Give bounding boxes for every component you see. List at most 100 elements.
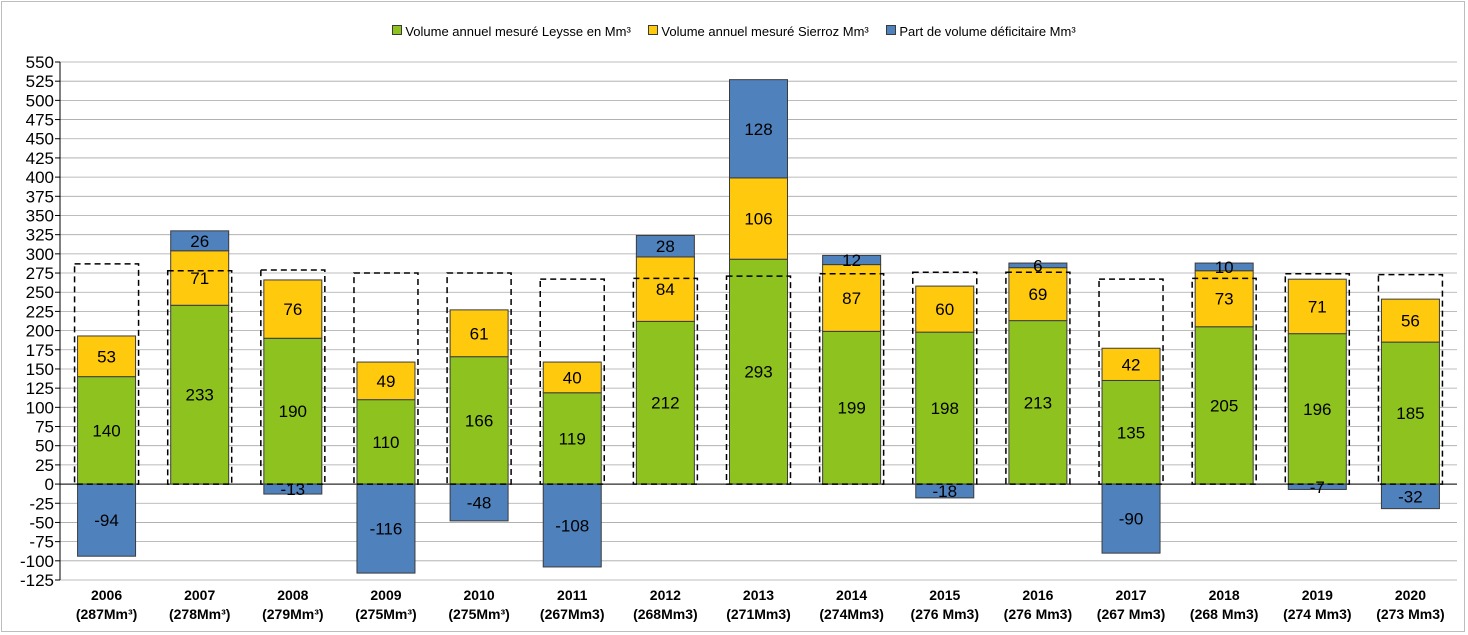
data-label-sierroz: 49 xyxy=(377,372,396,391)
data-label-deficit: -32 xyxy=(1398,487,1423,506)
reference-total-box xyxy=(73,263,140,485)
y-tick-label: 475 xyxy=(26,111,54,130)
reference-total-box xyxy=(1098,278,1164,485)
bar-sierroz xyxy=(635,256,695,322)
legend-item-sierroz: Volume annuel mesuré Sierroz Mm³ xyxy=(648,23,869,39)
bar-sierroz xyxy=(449,309,509,358)
y-tick-label: 400 xyxy=(26,168,54,187)
data-label-sierroz: 71 xyxy=(1308,297,1327,316)
bar-leysse xyxy=(729,258,788,485)
reference-total-box xyxy=(912,271,978,485)
data-label-leysse: 212 xyxy=(651,394,679,413)
x-tick-sublabel: (287Mm³) xyxy=(76,606,137,622)
legend-label-leysse: Volume annuel mesuré Leysse en Mm³ xyxy=(405,23,631,39)
x-tick-sublabel: (268 Mm3) xyxy=(1190,606,1258,622)
bar-sierroz xyxy=(1008,267,1068,322)
data-label-deficit: 12 xyxy=(842,251,861,270)
x-tick-sublabel: (275Mm³) xyxy=(355,606,416,622)
x-tick-label: 2014 xyxy=(836,587,867,603)
reference-total-box xyxy=(1191,277,1257,485)
y-tick-label: 150 xyxy=(26,360,54,379)
legend-swatch-leysse xyxy=(392,25,403,36)
x-tick-sublabel: (279Mm³) xyxy=(262,606,323,622)
data-label-deficit: -13 xyxy=(281,480,306,499)
x-tick-label: 2010 xyxy=(464,587,495,603)
x-tick-sublabel: (274 Mm3) xyxy=(1283,606,1351,622)
reference-total-box xyxy=(166,269,233,485)
x-tick-sublabel: (276 Mm3) xyxy=(911,606,979,622)
bar-leysse xyxy=(449,356,509,485)
data-label-leysse: 166 xyxy=(465,411,493,430)
data-label-sierroz: 53 xyxy=(97,347,116,366)
bar-deficit xyxy=(822,254,882,266)
y-tick-label: 50 xyxy=(35,437,54,456)
y-tick-label: 275 xyxy=(26,264,54,283)
bar-deficit xyxy=(77,483,137,557)
data-label-sierroz: 61 xyxy=(470,324,489,343)
y-tick-label: 425 xyxy=(26,149,54,168)
x-tick-label: 2012 xyxy=(650,587,681,603)
y-tick-label: 500 xyxy=(26,91,54,110)
data-label-sierroz: 73 xyxy=(1215,290,1234,309)
y-tick-label: 525 xyxy=(26,72,54,91)
data-label-sierroz: 56 xyxy=(1401,312,1420,331)
legend-label-sierroz: Volume annuel mesuré Sierroz Mm³ xyxy=(661,23,869,39)
bar-sierroz xyxy=(1287,278,1347,335)
bar-leysse xyxy=(1101,379,1161,485)
bar-sierroz xyxy=(1101,347,1161,381)
bar-leysse xyxy=(263,337,323,485)
reference-total-box xyxy=(725,275,792,485)
y-tick-label: -75 xyxy=(29,533,54,552)
x-tick-sublabel: (267Mm3) xyxy=(540,606,605,622)
x-tick-sublabel: (268Mm3) xyxy=(633,606,698,622)
data-label-sierroz: 106 xyxy=(744,210,772,229)
y-tick-label: -50 xyxy=(29,513,54,532)
data-label-deficit: -108 xyxy=(555,517,589,536)
x-tick-sublabel: (271Mm3) xyxy=(726,606,791,622)
y-tick-label: -25 xyxy=(29,494,54,513)
data-label-deficit: -48 xyxy=(467,493,492,512)
reference-total-box xyxy=(1377,273,1444,485)
bar-deficit xyxy=(635,234,695,258)
legend: Volume annuel mesuré Leysse en Mm³ Volum… xyxy=(0,22,1468,39)
bar-leysse xyxy=(170,304,230,485)
x-tick-label: 2009 xyxy=(370,587,401,603)
data-label-leysse: 119 xyxy=(559,429,586,448)
y-tick-label: 300 xyxy=(26,245,54,264)
bar-deficit xyxy=(729,79,788,179)
reference-total-box xyxy=(1005,271,1071,485)
data-label-deficit: 26 xyxy=(190,232,209,251)
x-tick-sublabel: (267 Mm3) xyxy=(1097,606,1165,622)
data-label-deficit: 10 xyxy=(1215,258,1234,277)
bar-sierroz xyxy=(1194,270,1254,328)
data-label-deficit: 28 xyxy=(656,237,675,256)
x-tick-label: 2019 xyxy=(1302,587,1333,603)
legend-item-deficit: Part de volume déficitaire Mm³ xyxy=(886,23,1076,39)
bar-leysse xyxy=(635,320,695,485)
x-tick-sublabel: (276 Mm3) xyxy=(1004,606,1072,622)
reference-total-box xyxy=(446,272,512,485)
data-label-deficit: 128 xyxy=(744,120,772,139)
data-label-sierroz: 42 xyxy=(1122,355,1141,374)
reference-total-box xyxy=(632,277,699,485)
x-tick-label: 2013 xyxy=(743,587,774,603)
reference-total-box xyxy=(539,278,605,485)
bar-sierroz xyxy=(1380,298,1440,343)
reference-total-box xyxy=(818,273,885,485)
bar-sierroz xyxy=(542,361,602,394)
x-tick-sublabel: (273 Mm3) xyxy=(1376,606,1444,622)
x-tick-label: 2018 xyxy=(1209,587,1240,603)
data-label-leysse: 140 xyxy=(92,421,120,440)
bar-sierroz xyxy=(263,279,323,339)
y-tick-label: 25 xyxy=(35,456,54,475)
data-label-sierroz: 60 xyxy=(935,300,954,319)
data-label-leysse: 199 xyxy=(837,399,865,418)
bar-leysse xyxy=(77,376,137,485)
y-tick-label: 75 xyxy=(35,418,54,437)
data-label-sierroz: 87 xyxy=(842,289,861,308)
legend-item-leysse: Volume annuel mesuré Leysse en Mm³ xyxy=(392,23,631,39)
x-tick-label: 2007 xyxy=(184,587,215,603)
data-label-sierroz: 69 xyxy=(1028,285,1047,304)
y-tick-label: 200 xyxy=(26,322,54,341)
